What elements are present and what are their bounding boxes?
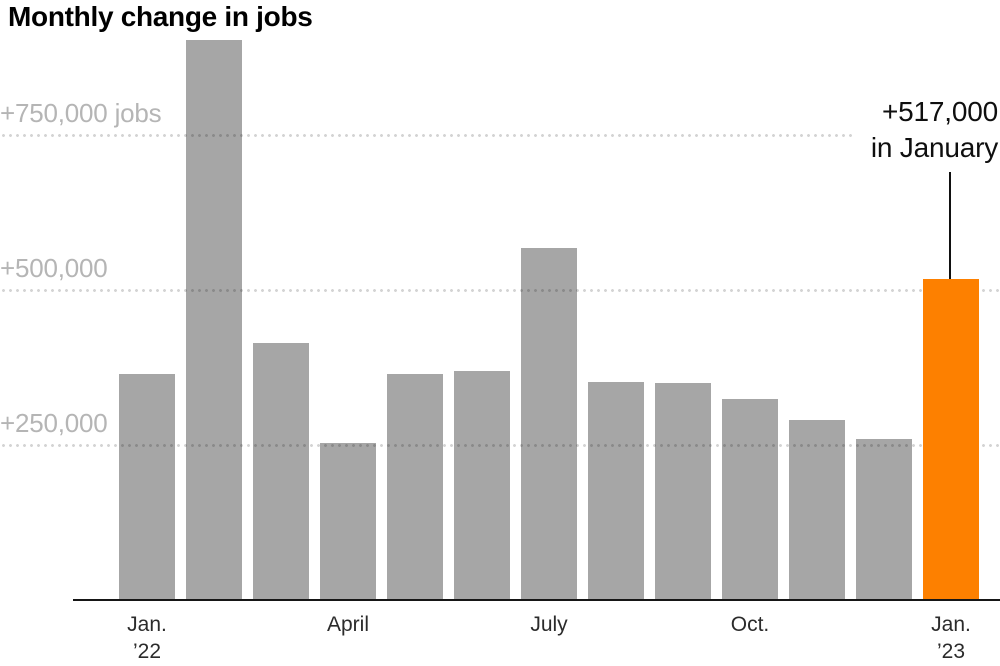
y-axis-label-250000: +250,000 <box>0 408 108 438</box>
annotation-value: +517,000 <box>882 96 998 127</box>
y-axis-label-500000: +500,000 <box>0 253 108 283</box>
bar-nov <box>789 420 845 600</box>
annotation-leader-line <box>949 172 951 279</box>
bar-aug <box>588 381 644 600</box>
bar-jan-22 <box>119 374 175 600</box>
bar-jan-23 <box>923 279 979 600</box>
y-axis-label-750000: +750,000 jobs <box>0 98 162 128</box>
gridline-250000 <box>0 444 1000 447</box>
bar-march <box>253 343 309 600</box>
x-axis-label-jan-23: Jan. ’23 <box>931 613 971 663</box>
gridline-500000 <box>0 289 1000 292</box>
x-axis-label-oct: Oct. <box>730 613 770 636</box>
x-axis-line <box>73 599 1000 601</box>
chart-title: Monthly change in jobs <box>8 1 313 32</box>
bar-sept <box>655 383 711 600</box>
annotation-caption: in January <box>870 132 998 163</box>
highlight-annotation: +517,000 in January <box>871 94 998 166</box>
bar-april <box>320 442 376 600</box>
bar-feb <box>186 39 242 600</box>
bar-may <box>387 374 443 600</box>
bar-july <box>521 247 577 600</box>
x-axis-label-jan-22: Jan. ’22 <box>127 613 167 663</box>
x-axis-label-april: April <box>326 613 369 636</box>
bar-dec <box>856 438 912 600</box>
gridline-750000 <box>0 134 852 137</box>
x-axis-label-july: July <box>530 613 568 636</box>
bar-oct <box>722 399 778 600</box>
bar-june <box>454 370 510 600</box>
